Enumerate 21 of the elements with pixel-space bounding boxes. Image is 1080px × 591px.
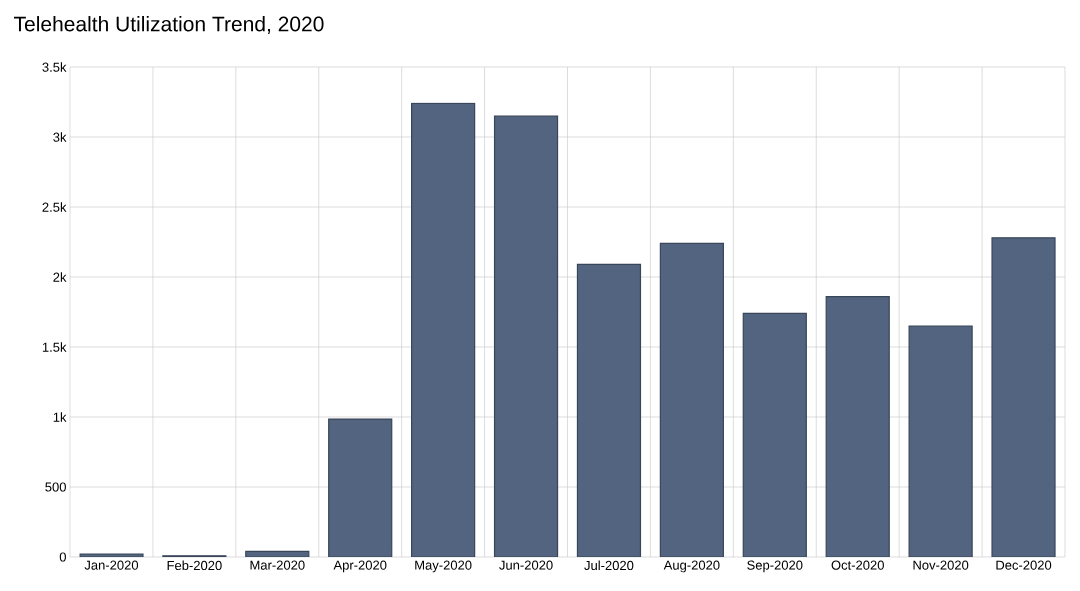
x-tick-label: Jan-2020 [84, 560, 139, 570]
y-tick-label: 3k [53, 132, 67, 142]
y-tick-label: 3.5k [42, 62, 67, 72]
x-tick-label: May-2020 [415, 560, 472, 573]
y-tick-label: 2k [53, 272, 67, 282]
y-tick-label: 0 [59, 552, 66, 562]
x-tick-label: Feb-2020 [167, 560, 222, 571]
y-tick-label: 1k [53, 412, 67, 422]
y-tick-label: 1.5k [42, 342, 67, 352]
x-tick-label: Mar-2020 [250, 560, 305, 570]
chart-title: Telehealth Utilization Trend, 2020 [14, 16, 324, 34]
x-tick-label: Apr-2020 [333, 560, 387, 573]
x-tick-label: Nov-2020 [913, 560, 969, 570]
x-tick-label: Dec-2020 [996, 560, 1052, 570]
x-tick-label: Aug-2020 [663, 560, 720, 573]
y-tick-label: 500 [45, 482, 66, 492]
y-tick-label: 2.5k [42, 202, 67, 212]
x-tick-label: Jul-2020 [584, 560, 634, 571]
x-tick-label: Jun-2020 [499, 560, 553, 570]
x-tick-label: Sep-2020 [747, 560, 803, 573]
x-tick-label: Oct-2020 [831, 560, 884, 570]
